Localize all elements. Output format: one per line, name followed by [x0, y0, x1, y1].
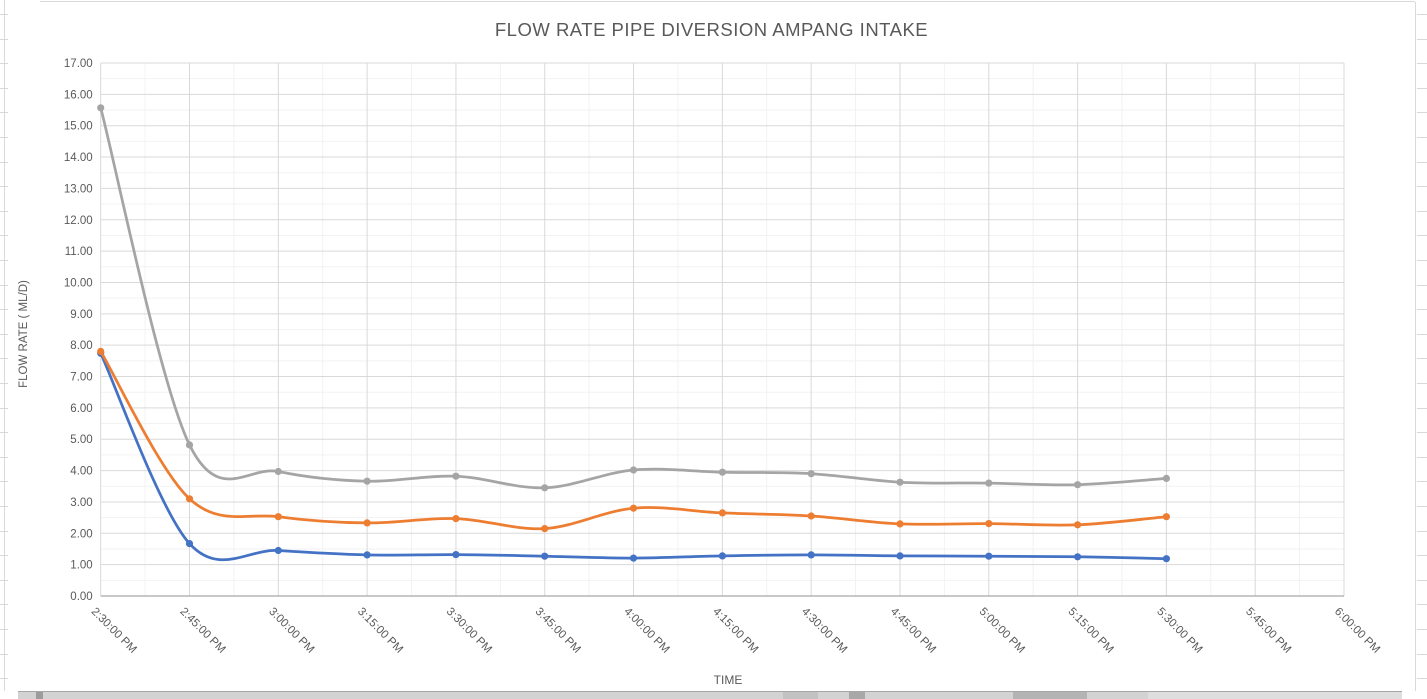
- chart-object[interactable]: FLOW RATE PIPE DIVERSION AMPANG INTAKE F…: [8, 2, 1415, 691]
- svg-text:14.00: 14.00: [64, 152, 93, 164]
- data-point: [363, 519, 371, 527]
- data-point: [363, 551, 371, 559]
- svg-text:2:45:00 PM: 2:45:00 PM: [177, 606, 227, 656]
- data-point: [807, 512, 815, 520]
- y-axis-labels[interactable]: 0.00 1.00 2.00 3.00 4.00 5.00 6.00 7.00 8.00 9.00…: [64, 58, 93, 603]
- svg-text:16.00: 16.00: [64, 89, 93, 101]
- strip-segment: [1013, 692, 1087, 699]
- svg-text:13.00: 13.00: [64, 183, 93, 195]
- data-point: [1074, 553, 1082, 561]
- x-axis-labels[interactable]: 2:30:00 PM 2:45:00 PM 3:00:00 PM 3:15:00 PM…: [89, 606, 1382, 656]
- chart-right-border: [1415, 2, 1416, 691]
- svg-text:5:45:00 PM: 5:45:00 PM: [1243, 606, 1293, 656]
- data-point: [185, 540, 194, 548]
- data-point: [718, 468, 727, 476]
- data-point: [896, 520, 904, 528]
- data-point: [1074, 521, 1082, 529]
- data-point: [1162, 474, 1170, 482]
- svg-text:4:30:00 PM: 4:30:00 PM: [799, 606, 849, 656]
- svg-text:15.00: 15.00: [64, 121, 93, 133]
- svg-text:10.00: 10.00: [64, 277, 93, 289]
- svg-text:12.00: 12.00: [64, 215, 93, 227]
- svg-text:6.00: 6.00: [70, 403, 92, 415]
- svg-text:5:15:00 PM: 5:15:00 PM: [1065, 606, 1115, 656]
- major-gridlines: [100, 62, 1345, 596]
- data-point: [452, 472, 460, 480]
- svg-text:1.00: 1.00: [70, 560, 92, 572]
- data-point: [629, 466, 638, 474]
- svg-text:4:00:00 PM: 4:00:00 PM: [621, 606, 671, 656]
- data-point: [274, 513, 282, 521]
- strip-segment: [783, 692, 818, 699]
- svg-text:3:30:00 PM: 3:30:00 PM: [444, 606, 494, 656]
- svg-text:9.00: 9.00: [70, 309, 92, 321]
- svg-text:2:30:00 PM: 2:30:00 PM: [89, 606, 139, 656]
- svg-text:4:15:00 PM: 4:15:00 PM: [710, 606, 760, 656]
- series-orange-series[interactable]: [97, 347, 1170, 533]
- data-point: [363, 477, 371, 485]
- next-row-preview-strip: [18, 691, 1402, 699]
- data-point: [896, 478, 904, 486]
- svg-text:4:45:00 PM: 4:45:00 PM: [888, 606, 938, 656]
- data-point: [97, 104, 105, 112]
- x-axis-title: TIME: [713, 673, 743, 687]
- data-point: [541, 484, 549, 492]
- data-point: [985, 479, 993, 487]
- data-point: [807, 470, 815, 478]
- data-point: [274, 467, 282, 476]
- svg-text:7.00: 7.00: [70, 372, 92, 384]
- data-point: [985, 520, 993, 528]
- svg-text:3.00: 3.00: [70, 497, 92, 509]
- data-point: [541, 552, 549, 560]
- svg-text:5:00:00 PM: 5:00:00 PM: [977, 606, 1027, 656]
- sheet-gridline-top: [40, 1, 1415, 2]
- data-point: [985, 552, 993, 560]
- svg-text:3:00:00 PM: 3:00:00 PM: [266, 606, 316, 656]
- data-point: [629, 504, 638, 512]
- svg-text:17.00: 17.00: [64, 58, 93, 70]
- svg-text:8.00: 8.00: [70, 340, 92, 352]
- chart-title: FLOW RATE PIPE DIVERSION AMPANG INTAKE: [494, 19, 929, 40]
- svg-text:0.00: 0.00: [70, 591, 92, 603]
- data-point: [452, 551, 460, 559]
- svg-text:6:00:00 PM: 6:00:00 PM: [1332, 606, 1382, 656]
- svg-text:4.00: 4.00: [70, 466, 92, 478]
- data-point: [452, 515, 460, 523]
- data-point: [896, 552, 904, 560]
- svg-text:5.00: 5.00: [70, 434, 92, 446]
- data-point: [185, 495, 194, 503]
- data-point: [97, 347, 105, 355]
- svg-text:3:15:00 PM: 3:15:00 PM: [355, 606, 405, 656]
- series-gray-series[interactable]: [97, 104, 1170, 492]
- data-point: [185, 441, 194, 449]
- data-point: [274, 546, 282, 555]
- plot-area: 0.00 1.00 2.00 3.00 4.00 5.00 6.00 7.00 8.00 9.00…: [64, 58, 1382, 656]
- data-point: [807, 551, 815, 559]
- data-point: [1162, 513, 1170, 521]
- strip-segment: [849, 692, 865, 699]
- data-point: [718, 509, 727, 517]
- sheet-gridline-left: [4, 0, 5, 691]
- data-point: [541, 525, 549, 533]
- data-point: [718, 552, 727, 560]
- svg-text:5:30:00 PM: 5:30:00 PM: [1154, 606, 1204, 656]
- svg-text:2.00: 2.00: [70, 528, 92, 540]
- data-point: [1074, 481, 1082, 489]
- svg-text:11.00: 11.00: [65, 246, 93, 258]
- strip-segment: [36, 692, 43, 699]
- svg-text:3:45:00 PM: 3:45:00 PM: [533, 606, 583, 656]
- data-point: [629, 554, 638, 562]
- strip-segment: [1148, 692, 1402, 699]
- data-point: [1162, 555, 1170, 563]
